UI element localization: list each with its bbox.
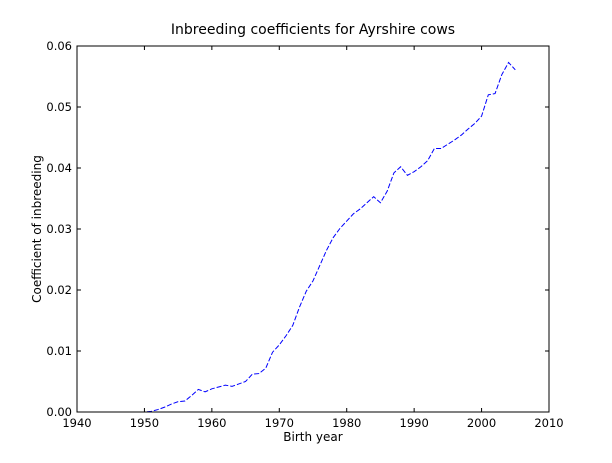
x-tick-label: 1950 (130, 416, 159, 430)
y-tick-label: 0.03 (46, 222, 72, 236)
x-tick-label: 1940 (62, 416, 91, 430)
x-tick-label: 2010 (534, 416, 563, 430)
x-tick-label: 1960 (197, 416, 226, 430)
y-axis-label: Coefficient of inbreeding (30, 155, 44, 303)
x-tick-label: 1970 (265, 416, 294, 430)
axes-frame (76, 45, 550, 413)
x-tick-label: 1980 (332, 416, 361, 430)
x-tick-label: 2000 (467, 416, 496, 430)
y-tick-label: 0.05 (46, 100, 72, 114)
plot-area (77, 61, 516, 413)
series-line-0 (77, 61, 516, 413)
y-tick-label: 0.06 (46, 39, 72, 53)
chart-title: Inbreeding coefficients for Ayrshire cow… (171, 22, 455, 38)
x-tick-label: 1990 (400, 416, 429, 430)
y-tick-label: 0.01 (46, 344, 72, 358)
y-axis-ticks: 0.00 0.01 0.02 0.03 0.04 0.05 0.06 (46, 39, 549, 419)
y-tick-label: 0.00 (46, 405, 72, 419)
x-axis-ticks: 1940 1950 1960 1970 1980 1990 2000 2010 (62, 46, 564, 430)
y-tick-label: 0.04 (46, 161, 72, 175)
x-axis-label: Birth year (283, 430, 342, 444)
y-tick-label: 0.02 (46, 283, 72, 297)
